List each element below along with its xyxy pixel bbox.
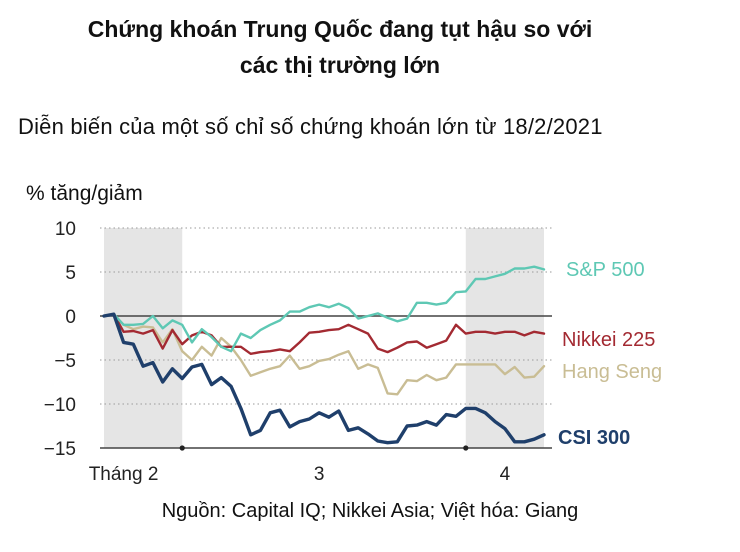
- x-axis-dot: [463, 445, 469, 451]
- y-tick-labels: 10 5 0 −5 −10 −15: [44, 219, 76, 460]
- chart-title-line2: các thị trường lớn: [239, 52, 441, 78]
- series-label-hangseng: Hang Seng: [562, 361, 662, 383]
- x-axis-dot: [179, 445, 185, 451]
- shaded-period-1: [104, 228, 183, 448]
- series-label-sp500: S&P 500: [566, 259, 645, 281]
- x-axis: Tháng 2 3 4: [89, 445, 511, 485]
- y-tick-label: −15: [44, 439, 76, 460]
- series-lines: [102, 265, 546, 445]
- series-labels: S&P 500 Nikkei 225 Hang Seng CSI 300: [558, 259, 662, 449]
- series-line-nikkei: [102, 313, 546, 355]
- series-label-csi300: CSI 300: [558, 427, 630, 449]
- chart-title-line1: Chứng khoán Trung Quốc đang tụt hậu so v…: [87, 16, 593, 42]
- x-tick-label: 3: [314, 464, 325, 485]
- chart-subtitle: Diễn biến của một số chỉ số chứng khoán …: [18, 114, 603, 139]
- series-line-csi300: [102, 312, 546, 445]
- series-label-nikkei: Nikkei 225: [562, 329, 655, 351]
- y-tick-label: 0: [65, 307, 76, 328]
- x-tick-label: 4: [500, 464, 511, 485]
- y-tick-label: 5: [65, 263, 76, 284]
- y-tick-label: 10: [55, 219, 76, 240]
- y-tick-label: −5: [54, 351, 76, 372]
- y-axis-label: % tăng/giảm: [26, 182, 143, 205]
- shaded-period-2: [465, 228, 544, 448]
- x-tick-label: Tháng 2: [89, 464, 159, 485]
- series-line-hangseng: [102, 313, 546, 396]
- y-tick-label: −10: [44, 395, 76, 416]
- source-note: Nguồn: Capital IQ; Nikkei Asia; Việt hóa…: [161, 500, 579, 522]
- series-line-sp500: [102, 265, 546, 353]
